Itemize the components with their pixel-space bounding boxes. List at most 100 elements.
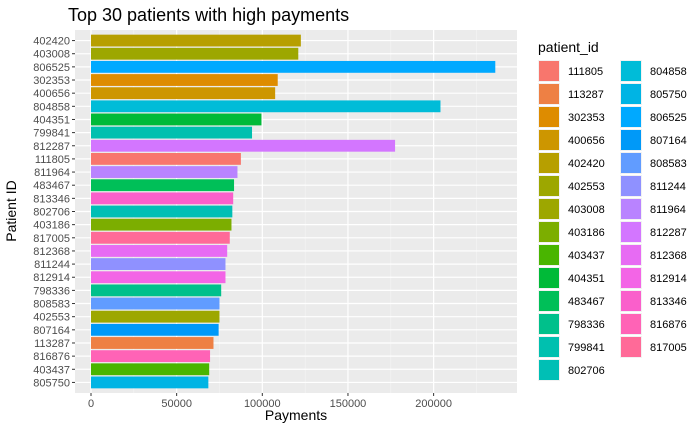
legend-swatch-404351 xyxy=(539,268,559,288)
legend-label-812287: 812287 xyxy=(650,227,687,239)
legend-swatch-806525 xyxy=(621,107,641,127)
bar-805750 xyxy=(91,376,209,389)
bar-812368 xyxy=(91,245,228,257)
y-tick-label: 402553 xyxy=(33,312,70,324)
bar-400656 xyxy=(91,87,276,100)
legend-swatch-808583 xyxy=(621,153,641,173)
y-tick-label: 802706 xyxy=(33,207,70,219)
x-tick-label: 200000 xyxy=(415,398,452,410)
bar-403186 xyxy=(91,218,232,231)
bar-802706 xyxy=(91,205,233,218)
bar-813346 xyxy=(91,192,234,205)
legend-swatch-811964 xyxy=(621,199,641,219)
y-tick-label: 807164 xyxy=(33,325,70,337)
x-axis-title: Payments xyxy=(265,407,327,423)
legend-label-403186: 403186 xyxy=(568,227,605,239)
y-tick-label: 812287 xyxy=(33,141,70,153)
legend-label-302353: 302353 xyxy=(568,112,605,124)
legend-swatch-403008 xyxy=(539,199,559,219)
y-axis-title: Patient ID xyxy=(3,180,19,241)
bar-402420 xyxy=(91,34,301,47)
legend-swatch-483467 xyxy=(539,291,559,311)
legend-swatch-812914 xyxy=(621,268,641,288)
legend-label-403008: 403008 xyxy=(568,204,605,216)
legend-label-812914: 812914 xyxy=(650,273,687,285)
legend-label-798336: 798336 xyxy=(568,319,605,331)
y-tick-label: 805750 xyxy=(33,377,70,389)
y-tick-label: 113287 xyxy=(34,338,70,350)
bar-806525 xyxy=(91,60,496,73)
y-tick-label: 798336 xyxy=(33,285,70,297)
legend-swatch-812287 xyxy=(621,222,641,242)
legend-label-111805: 111805 xyxy=(568,66,603,78)
legend-swatch-812368 xyxy=(621,245,641,265)
legend-swatch-816876 xyxy=(621,314,641,334)
bar-402553 xyxy=(91,310,220,323)
bar-804858 xyxy=(91,100,441,113)
y-tick-label: 813346 xyxy=(33,193,70,205)
bar-798336 xyxy=(91,284,222,297)
legend-swatch-804858 xyxy=(621,61,641,81)
y-tick-label: 799841 xyxy=(33,128,70,140)
legend-label-402553: 402553 xyxy=(568,181,605,193)
legend-label-799841: 799841 xyxy=(568,342,605,354)
legend-label-404351: 404351 xyxy=(568,273,605,285)
legend-swatch-807164 xyxy=(621,130,641,150)
legend-swatch-811244 xyxy=(621,176,641,196)
bar-403437 xyxy=(91,363,210,376)
legend-label-811244: 811244 xyxy=(650,181,686,193)
x-tick-label: 150000 xyxy=(330,398,367,410)
legend-label-811964: 811964 xyxy=(650,204,686,216)
y-tick-label: 483467 xyxy=(33,180,70,192)
bar-812914 xyxy=(91,271,226,284)
legend: 111805 113287 302353 400656 402420 402553 4030… xyxy=(538,60,687,381)
legend-swatch-403186 xyxy=(539,222,559,242)
y-tick-label: 816876 xyxy=(33,351,70,363)
x-axis-ticks: 0 50000 100000 150000 200000 xyxy=(88,393,452,410)
legend-swatch-402420 xyxy=(539,153,559,173)
chart-title: Top 30 patients with high payments xyxy=(68,5,349,25)
y-tick-label: 812368 xyxy=(33,246,70,258)
legend-label-808583: 808583 xyxy=(650,158,687,170)
legend-label-804858: 804858 xyxy=(650,66,687,78)
bar-111805 xyxy=(91,152,241,165)
bar-403008 xyxy=(91,47,299,60)
legend-label-400656: 400656 xyxy=(568,135,605,147)
legend-swatch-400656 xyxy=(539,130,559,150)
legend-title: patient_id xyxy=(538,39,599,55)
legend-label-403437: 403437 xyxy=(568,250,605,262)
legend-swatch-798336 xyxy=(539,314,559,334)
legend-label-802706: 802706 xyxy=(568,365,605,377)
y-tick-label: 402420 xyxy=(33,36,70,48)
bar-302353 xyxy=(91,74,278,86)
y-tick-label: 111805 xyxy=(35,154,70,166)
bar-811964 xyxy=(91,166,238,178)
legend-label-113287: 113287 xyxy=(568,89,604,101)
y-tick-label: 404351 xyxy=(33,114,70,126)
legend-label-402420: 402420 xyxy=(568,158,605,170)
bar-113287 xyxy=(91,337,214,349)
bar-404351 xyxy=(91,113,262,126)
bar-799841 xyxy=(91,126,253,139)
y-tick-label: 403008 xyxy=(33,49,70,61)
y-tick-label: 804858 xyxy=(33,101,70,113)
y-tick-label: 302353 xyxy=(33,75,70,87)
bar-811244 xyxy=(91,258,226,271)
bar-808583 xyxy=(91,297,220,310)
legend-swatch-402553 xyxy=(539,176,559,196)
y-tick-label: 403186 xyxy=(33,220,70,232)
legend-swatch-805750 xyxy=(621,84,641,104)
legend-label-806525: 806525 xyxy=(650,112,687,124)
y-tick-label: 808583 xyxy=(33,299,70,311)
legend-swatch-113287 xyxy=(539,84,559,104)
legend-label-805750: 805750 xyxy=(650,89,687,101)
legend-swatch-799841 xyxy=(539,337,559,357)
legend-label-816876: 816876 xyxy=(650,319,687,331)
y-tick-label: 811964 xyxy=(34,167,70,179)
y-tick-label: 812914 xyxy=(33,272,70,284)
legend-swatch-802706 xyxy=(539,360,559,380)
legend-swatch-813346 xyxy=(621,291,641,311)
y-tick-label: 806525 xyxy=(33,62,70,74)
legend-swatch-302353 xyxy=(539,107,559,127)
